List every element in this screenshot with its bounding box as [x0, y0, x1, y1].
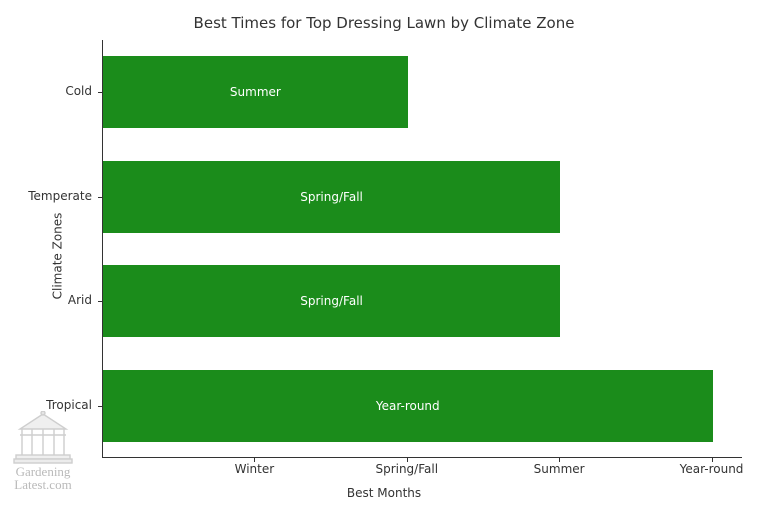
x-tick-label: Summer: [534, 462, 585, 476]
y-tick-mark: [98, 92, 102, 93]
y-tick-label: Temperate: [12, 189, 92, 203]
x-tick-label: Winter: [235, 462, 275, 476]
bar-cold: Summer: [103, 56, 408, 128]
bar-arid: Spring/Fall: [103, 265, 560, 337]
y-tick-label: Arid: [12, 293, 92, 307]
y-tick-label: Cold: [12, 84, 92, 98]
x-tick-label: Year-round: [680, 462, 744, 476]
bar-label: Spring/Fall: [300, 294, 363, 308]
y-tick-label: Tropical: [12, 398, 92, 412]
plot-area: Year-round Spring/Fall Spring/Fall Summer: [102, 40, 742, 458]
y-axis-label-wrap: Climate Zones: [14, 0, 101, 512]
x-tick-mark: [407, 458, 408, 462]
y-tick-mark: [98, 406, 102, 407]
x-tick-mark: [254, 458, 255, 462]
y-tick-mark: [98, 301, 102, 302]
y-axis-label: Climate Zones: [50, 213, 64, 300]
bar-tropical: Year-round: [103, 370, 713, 442]
bar-label: Spring/Fall: [300, 190, 363, 204]
x-axis-label: Best Months: [0, 486, 768, 500]
bar-label: Summer: [230, 85, 281, 99]
x-tick-label: Spring/Fall: [375, 462, 438, 476]
y-tick-mark: [98, 197, 102, 198]
x-tick-mark: [559, 458, 560, 462]
x-tick-mark: [712, 458, 713, 462]
bar-label: Year-round: [376, 399, 440, 413]
bar-temperate: Spring/Fall: [103, 161, 560, 233]
chart-container: Best Times for Top Dressing Lawn by Clim…: [0, 0, 768, 512]
chart-title: Best Times for Top Dressing Lawn by Clim…: [0, 14, 768, 32]
